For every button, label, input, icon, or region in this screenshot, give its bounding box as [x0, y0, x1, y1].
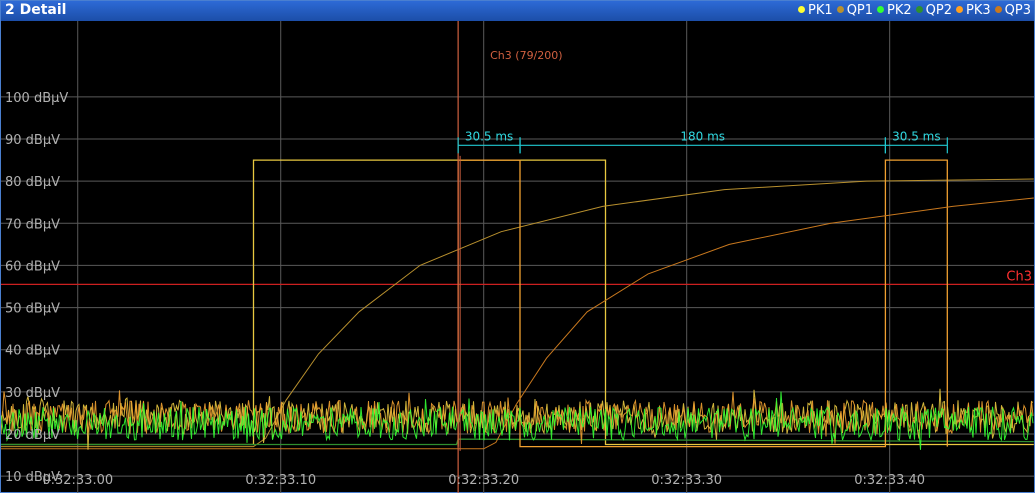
legend-dot-icon: [915, 6, 923, 13]
noise-layer: [1, 388, 1034, 450]
y-tick-label: 40 dBµV: [5, 344, 60, 359]
plot-grid: [1, 21, 1034, 493]
axis-label-layer: 10 dBµV 20 dBµV 30 dBµV 40 dBµV 50 dBµV 60 dB…: [5, 91, 925, 488]
trace-qp2: [1, 438, 1034, 446]
interval-label: 30.5 ms: [465, 129, 513, 143]
limit-line-label: Ch3: [1006, 269, 1032, 284]
legend-item-pk3[interactable]: PK3: [956, 3, 991, 18]
trace-qp3: [1, 197, 1034, 450]
trace-layer: [1, 159, 1034, 450]
legend-label: PK2: [887, 3, 912, 18]
legend-label: QP2: [925, 3, 953, 18]
legend-label: QP3: [1004, 3, 1031, 18]
legend-label: QP1: [846, 3, 874, 18]
x-tick-label: 0:32:33.40: [854, 473, 925, 488]
marker-label: Ch3 (79/200): [490, 49, 562, 62]
legend-dot-icon: [994, 6, 1002, 13]
spectrum-plot[interactable]: Ch3 Ch3 (79/200) 30.5 ms 180 ms 30.5 ms 10 …: [1, 21, 1034, 493]
legend-item-qp3[interactable]: QP3: [994, 3, 1031, 18]
legend-item-pk2[interactable]: PK2: [877, 3, 912, 18]
noise-pk2: [1, 391, 1034, 450]
y-tick-label: 20 dBµV: [5, 428, 60, 443]
legend-item-qp1[interactable]: QP1: [836, 3, 874, 18]
legend-label: PK3: [966, 3, 991, 18]
legend-dot-icon: [836, 6, 844, 13]
y-tick-label: 70 dBµV: [5, 217, 60, 232]
legend-label: PK1: [808, 3, 833, 18]
interval-label: 30.5 ms: [892, 129, 940, 143]
limit-layer: Ch3: [1, 269, 1034, 285]
y-tick-label: 100 dBµV: [5, 91, 68, 106]
interval-label: 180 ms: [680, 129, 725, 143]
x-tick-label: 0:32:33.20: [448, 473, 519, 488]
y-tick-label: 10 dBµV: [5, 470, 60, 485]
legend-dot-icon: [956, 6, 964, 13]
legend-item-pk1[interactable]: PK1: [798, 3, 833, 18]
x-tick-label: 0:32:33.10: [245, 473, 316, 488]
legend-item-qp2[interactable]: QP2: [915, 3, 953, 18]
y-tick-label: 80 dBµV: [5, 175, 60, 190]
noise-pk1: [1, 388, 1034, 450]
legend-dot-icon: [798, 6, 806, 13]
trace-legend: PK1 QP1 PK2 QP2 PK3 QP3: [794, 3, 1031, 18]
trace-pk3: [457, 159, 948, 448]
y-tick-label: 30 dBµV: [5, 386, 60, 401]
window-title: 2 Detail: [5, 2, 67, 18]
window-title-bar: 2 Detail PK1 QP1 PK2 QP2 PK3 QP3: [1, 1, 1034, 21]
y-tick-label: 90 dBµV: [5, 133, 60, 148]
annotation-layer: Ch3 (79/200) 30.5 ms 180 ms 30.5 ms: [457, 21, 948, 493]
legend-dot-icon: [877, 6, 885, 13]
y-tick-label: 60 dBµV: [5, 259, 60, 274]
x-tick-label: 0:32:33.30: [651, 473, 722, 488]
x-tick-label: 0:32:33.00: [42, 473, 113, 488]
y-tick-label: 50 dBµV: [5, 302, 60, 317]
noise-pk3: [1, 390, 1034, 445]
